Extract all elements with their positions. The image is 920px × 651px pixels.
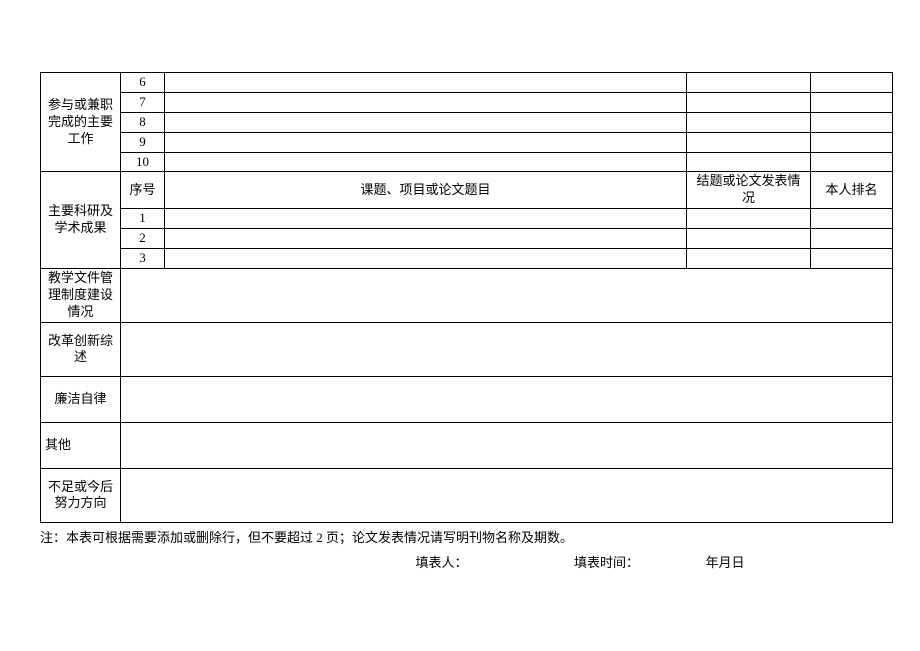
header-rank: 本人排名 (811, 172, 893, 209)
table-row: 10 (41, 152, 893, 172)
cell (811, 73, 893, 93)
row-num: 8 (121, 112, 165, 132)
section6-content (121, 422, 893, 468)
cell (687, 209, 811, 229)
section7-content (121, 468, 893, 522)
cell (165, 92, 687, 112)
table-row: 不足或今后努力方向 (41, 468, 893, 522)
header-status: 结题或论文发表情况 (687, 172, 811, 209)
cell (811, 249, 893, 269)
table-row: 7 (41, 92, 893, 112)
table-row: 3 (41, 249, 893, 269)
cell (687, 92, 811, 112)
section3-label: 教学文件管理制度建设情况 (41, 268, 121, 322)
cell (687, 132, 811, 152)
row-num: 2 (121, 229, 165, 249)
cell (687, 152, 811, 172)
performance-table: 参与或兼职完成的主要工作 6 7 8 9 10 (40, 72, 893, 523)
row-num: 9 (121, 132, 165, 152)
cell (687, 73, 811, 93)
cell (811, 209, 893, 229)
table-row: 参与或兼职完成的主要工作 6 (41, 73, 893, 93)
cell (165, 209, 687, 229)
cell (687, 249, 811, 269)
cell (165, 249, 687, 269)
table-row: 改革创新综述 (41, 322, 893, 376)
section4-label: 改革创新综述 (41, 322, 121, 376)
table-row: 廉洁自律 (41, 376, 893, 422)
cell (165, 132, 687, 152)
section6-label: 其他 (41, 422, 121, 468)
signature-line: 填表人： 填表时间： 年月日 (40, 552, 880, 571)
row-num: 3 (121, 249, 165, 269)
table-row: 9 (41, 132, 893, 152)
section1-label: 参与或兼职完成的主要工作 (41, 73, 121, 172)
cell (811, 132, 893, 152)
section3-content (121, 268, 893, 322)
cell (165, 152, 687, 172)
cell (811, 229, 893, 249)
table-row: 其他 (41, 422, 893, 468)
filler-label: 填表人： (415, 552, 467, 571)
table-row: 主要科研及学术成果 序号 课题、项目或论文题目 结题或论文发表情况 本人排名 (41, 172, 893, 209)
date-label: 年月日 (706, 552, 745, 571)
cell (811, 112, 893, 132)
header-topic: 课题、项目或论文题目 (165, 172, 687, 209)
section4-content (121, 322, 893, 376)
cell (687, 229, 811, 249)
section5-content (121, 376, 893, 422)
section2-label: 主要科研及学术成果 (41, 172, 121, 268)
table-row: 教学文件管理制度建设情况 (41, 268, 893, 322)
section7-label: 不足或今后努力方向 (41, 468, 121, 522)
cell (165, 73, 687, 93)
row-num: 1 (121, 209, 165, 229)
time-label: 填表时间： (574, 552, 639, 571)
cell (811, 92, 893, 112)
table-row: 8 (41, 112, 893, 132)
cell (165, 112, 687, 132)
table-row: 1 (41, 209, 893, 229)
notes-text: 注：本表可根据需要添加或删除行，但不要超过 2 页；论文发表情况请写明刊物名称及… (40, 527, 880, 546)
table-row: 2 (41, 229, 893, 249)
row-num: 6 (121, 73, 165, 93)
cell (811, 152, 893, 172)
row-num: 7 (121, 92, 165, 112)
cell (687, 112, 811, 132)
section5-label: 廉洁自律 (41, 376, 121, 422)
header-seq: 序号 (121, 172, 165, 209)
cell (165, 229, 687, 249)
row-num: 10 (121, 152, 165, 172)
